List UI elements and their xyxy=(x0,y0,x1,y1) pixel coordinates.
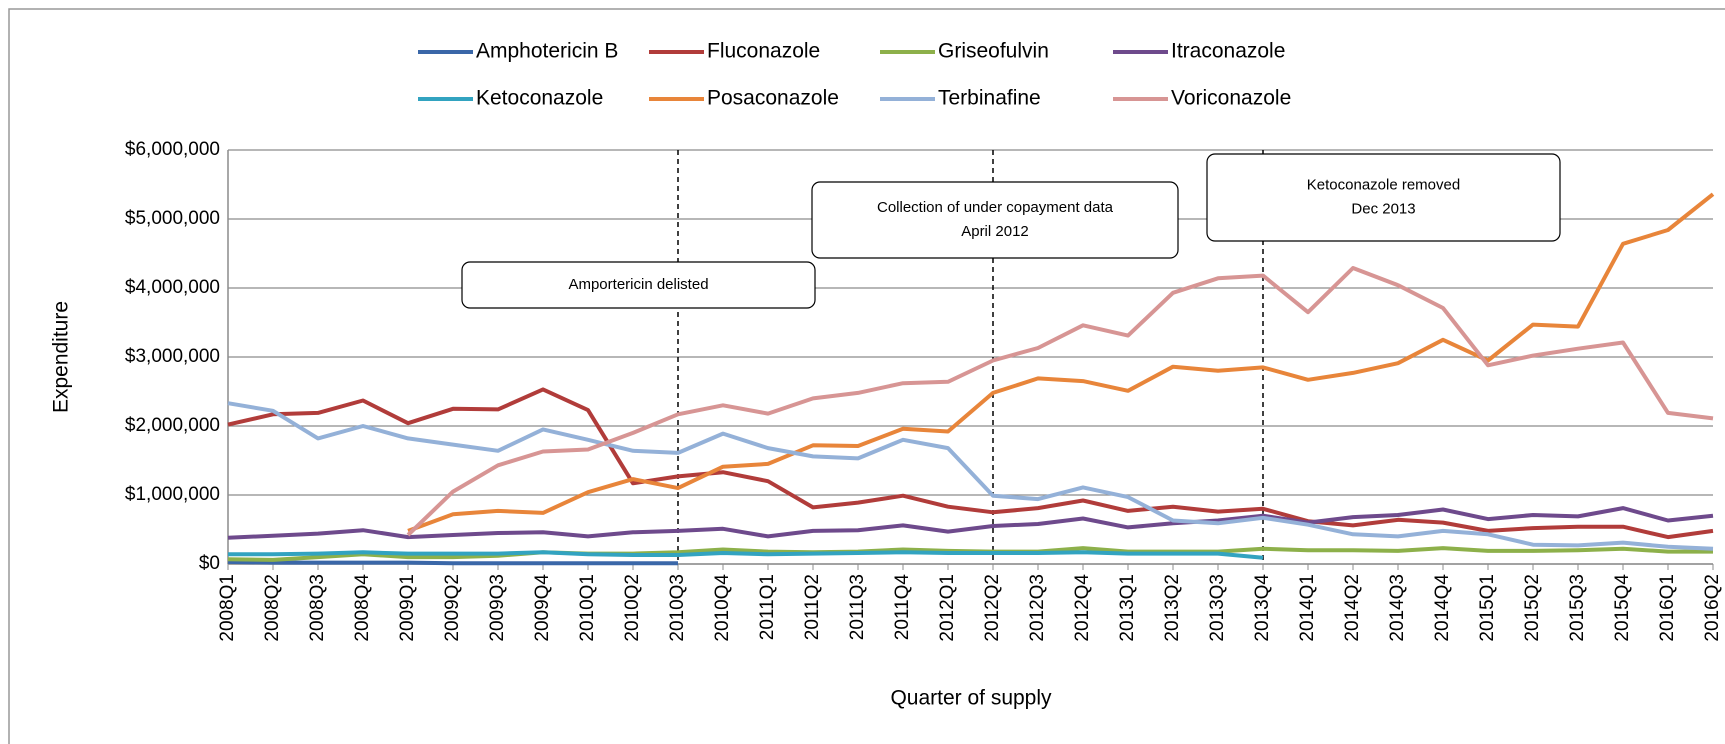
y-tick-label: $2,000,000 xyxy=(125,415,220,436)
x-tick-label: 2009Q4 xyxy=(532,574,553,642)
x-tick-label: 2013Q1 xyxy=(1117,574,1138,642)
y-tick-label: $5,000,000 xyxy=(125,208,220,229)
x-tick-label: 2014Q4 xyxy=(1432,574,1453,642)
legend-label: Ketoconazole xyxy=(476,87,603,110)
x-tick-label: 2008Q2 xyxy=(262,574,283,642)
x-tick-label: 2009Q1 xyxy=(397,574,418,642)
legend-label: Posaconazole xyxy=(707,87,839,110)
x-tick-label: 2014Q2 xyxy=(1342,574,1363,642)
x-tick-label: 2016Q2 xyxy=(1702,574,1723,642)
x-tick-label: 2013Q3 xyxy=(1207,574,1228,642)
series-line xyxy=(227,506,1714,540)
series-line xyxy=(407,192,1715,533)
legend-label: Fluconazole xyxy=(707,40,820,63)
legend-label: Amphotericin B xyxy=(476,40,618,63)
x-tick-label: 2009Q2 xyxy=(442,574,463,642)
series-line xyxy=(406,266,1714,537)
x-tick-label: 2010Q3 xyxy=(667,574,688,642)
x-tick-label: 2014Q1 xyxy=(1297,574,1318,642)
x-tick-label: 2016Q1 xyxy=(1657,574,1678,642)
annotation-box xyxy=(461,261,816,309)
annotation-text: Collection of under copayment data xyxy=(877,199,1114,216)
annotation-box xyxy=(811,181,1179,259)
x-tick-label: 2011Q3 xyxy=(847,574,868,640)
legend-label: Itraconazole xyxy=(1171,40,1285,63)
x-tick-label: 2008Q1 xyxy=(217,574,238,642)
x-tick-label: 2008Q4 xyxy=(352,574,373,642)
x-tick-label: 2010Q2 xyxy=(622,574,643,642)
chart-border xyxy=(8,8,1725,744)
x-tick-label: 2012Q2 xyxy=(982,574,1003,642)
y-axis-title: Expenditure xyxy=(50,301,73,413)
x-tick-label: 2012Q1 xyxy=(937,574,958,642)
x-tick-label: 2009Q3 xyxy=(487,574,508,642)
x-tick-label: 2015Q2 xyxy=(1522,574,1543,642)
series-line xyxy=(228,550,1264,560)
series-line xyxy=(227,559,678,566)
x-tick-label: 2011Q4 xyxy=(892,574,913,641)
y-tick-label: $1,000,000 xyxy=(125,484,220,505)
annotation-text: Ketoconazole removed xyxy=(1307,176,1460,193)
y-tick-label: $6,000,000 xyxy=(125,139,220,160)
annotation-box xyxy=(1206,153,1561,242)
y-tick-label: $3,000,000 xyxy=(125,346,220,367)
x-tick-label: 2013Q2 xyxy=(1162,574,1183,642)
x-tick-label: 2011Q1 xyxy=(757,574,778,640)
x-axis-title: Quarter of supply xyxy=(890,687,1052,710)
annotation-text: Amportericin delisted xyxy=(568,276,708,293)
y-tick-label: $0 xyxy=(199,553,220,574)
legend-label: Griseofulvin xyxy=(938,40,1049,63)
x-tick-label: 2015Q1 xyxy=(1477,574,1498,642)
series-line xyxy=(227,387,1714,540)
x-tick-label: 2012Q3 xyxy=(1027,574,1048,642)
x-tick-label: 2012Q4 xyxy=(1072,574,1093,642)
x-tick-label: 2011Q2 xyxy=(802,574,823,640)
annotation-text: April 2012 xyxy=(961,223,1029,240)
x-tick-label: 2015Q3 xyxy=(1567,574,1588,642)
y-tick-label: $4,000,000 xyxy=(125,277,220,298)
x-tick-label: 2014Q3 xyxy=(1387,574,1408,642)
x-tick-label: 2010Q1 xyxy=(577,574,598,642)
x-tick-label: 2015Q4 xyxy=(1612,574,1633,642)
legend-label: Voriconazole xyxy=(1171,87,1291,110)
legend-label: Terbinafine xyxy=(938,87,1041,110)
x-tick-label: 2010Q4 xyxy=(712,574,733,642)
x-tick-label: 2013Q4 xyxy=(1252,574,1273,642)
annotation-text: Dec 2013 xyxy=(1351,200,1415,217)
x-tick-label: 2008Q3 xyxy=(307,574,328,642)
series-line xyxy=(227,401,1714,551)
